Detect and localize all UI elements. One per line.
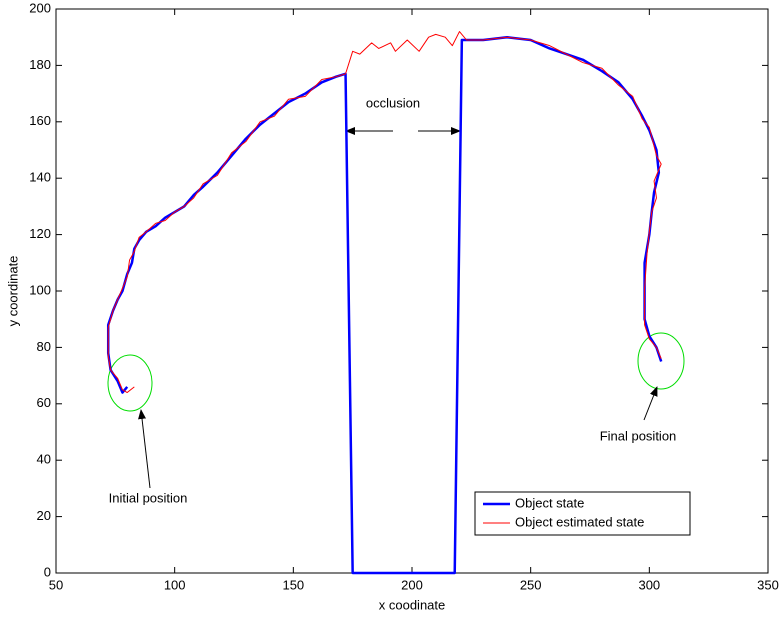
arrow — [138, 409, 151, 489]
initial-circle — [107, 354, 153, 412]
annotation: Initial position — [109, 490, 188, 505]
x-tick-label: 250 — [520, 577, 542, 592]
x-tick-label: 200 — [401, 577, 423, 592]
plot-frame — [55, 8, 769, 574]
y-tick-label: 100 — [29, 282, 51, 297]
y-tick-label: 0 — [44, 564, 51, 579]
x-tick-label: 350 — [757, 577, 779, 592]
y-tick-label: 20 — [37, 508, 51, 523]
y-axis-label: y coordinate — [5, 256, 20, 327]
y-tick-label: 180 — [29, 57, 51, 72]
x-axis-label: x coodinate — [379, 597, 446, 612]
series-line — [107, 31, 662, 394]
y-tick-label: 120 — [29, 226, 51, 241]
x-tick-label: 300 — [638, 577, 660, 592]
legend-label: Object estimated state — [515, 514, 644, 529]
x-tick-label: 150 — [282, 577, 304, 592]
x-tick-label: 50 — [49, 577, 63, 592]
legend-label: Object state — [515, 495, 584, 510]
y-tick-label: 40 — [37, 452, 51, 467]
y-tick-label: 80 — [37, 339, 51, 354]
legend-box — [474, 491, 691, 536]
annotation: Final position — [600, 428, 677, 443]
x-tick-label: 100 — [164, 577, 186, 592]
final-circle — [637, 332, 685, 390]
arrow — [643, 386, 658, 421]
y-tick-label: 160 — [29, 113, 51, 128]
y-tick-label: 60 — [37, 395, 51, 410]
y-tick-label: 140 — [29, 170, 51, 185]
annotation: occlusion — [366, 95, 420, 110]
y-tick-label: 200 — [29, 0, 51, 15]
